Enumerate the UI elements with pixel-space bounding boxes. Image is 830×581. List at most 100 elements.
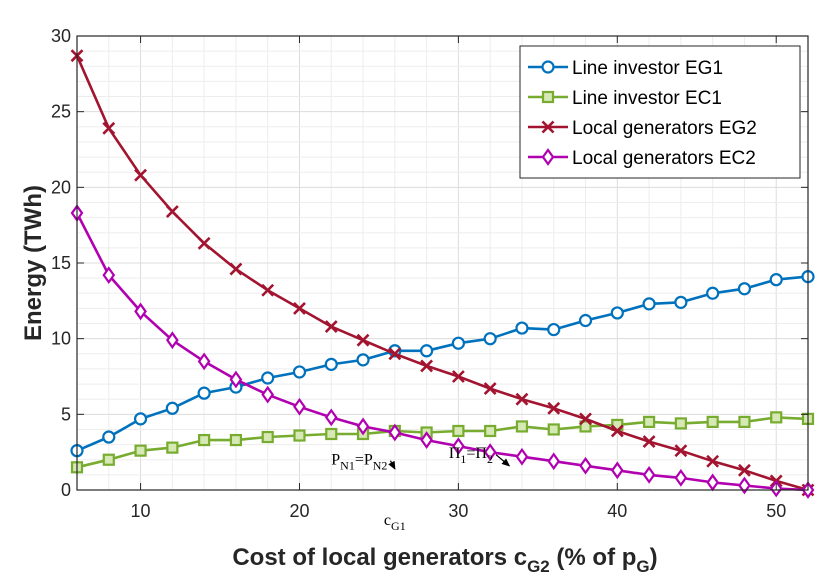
series-layer <box>70 49 815 499</box>
circle-marker <box>769 273 783 287</box>
square-marker <box>166 441 179 454</box>
legend: Line investor EG1 Line investor EC1 Local … <box>519 45 801 179</box>
x-axis-label-part: G <box>636 557 649 576</box>
circle-marker <box>515 321 529 335</box>
y-tick-label: 15 <box>51 253 71 273</box>
circle-marker <box>292 365 307 379</box>
annotation-part: =P <box>355 451 373 468</box>
circle-marker <box>578 313 593 328</box>
circle-marker <box>102 430 116 444</box>
circle-marker <box>547 322 561 337</box>
x-marker <box>738 463 751 477</box>
annotations: PN1=PN2 Π1=Π2 cG1 <box>331 445 511 533</box>
annotation-pi: Π1=Π2 <box>449 445 493 466</box>
x-tick-label: 50 <box>766 501 786 521</box>
x-marker <box>674 444 688 458</box>
legend-label: Line investor EG1 <box>572 58 723 79</box>
square-marker <box>325 427 338 441</box>
x-marker <box>706 454 720 468</box>
y-tick-label: 0 <box>61 480 71 500</box>
square-marker <box>706 415 719 428</box>
x-axis-label-part: Cost of local generators c <box>232 544 527 571</box>
legend-label: Local generators EC2 <box>572 148 756 169</box>
x-marker <box>229 262 243 276</box>
axis-ticks: 10 20 30 40 50 0 5 10 15 20 25 30 <box>51 26 808 521</box>
diamond-marker <box>642 465 656 484</box>
legend-entry-0: Line investor EG1 <box>528 58 723 79</box>
circle-marker <box>197 386 211 400</box>
y-tick-label: 25 <box>51 102 71 122</box>
circle-marker <box>541 60 555 74</box>
annotation-pn: PN1=PN2 <box>331 451 387 472</box>
series-3 <box>70 204 815 499</box>
x-tick-label: 20 <box>289 501 309 521</box>
y-tick-label: 20 <box>51 177 71 197</box>
square-marker <box>738 415 751 428</box>
y-tick-label: 5 <box>61 404 71 424</box>
diamond-marker <box>452 437 465 456</box>
circle-marker <box>706 286 720 300</box>
annotation-part: G1 <box>391 519 406 533</box>
x-axis-label-part: ) <box>650 544 658 571</box>
x-marker <box>483 382 497 396</box>
annotation-arrow <box>388 460 396 470</box>
annotation-part: c <box>384 512 391 529</box>
x-marker <box>515 392 529 406</box>
circle-marker <box>165 401 179 415</box>
square-marker <box>102 453 115 466</box>
y-tick-label: 30 <box>51 26 71 46</box>
diamond-marker <box>102 266 116 284</box>
x-marker <box>324 320 338 333</box>
diamond-marker <box>674 469 688 487</box>
square-marker <box>579 420 592 433</box>
x-axis-label-part: (% of p <box>550 544 637 571</box>
square-marker <box>547 423 560 436</box>
x-marker <box>547 401 561 415</box>
legend-entry-1: Line investor EC1 <box>528 88 722 109</box>
diamond-marker <box>738 476 751 495</box>
x-tick-label: 40 <box>607 501 627 521</box>
diamond-marker <box>483 443 497 462</box>
annotation-arrow <box>495 454 511 467</box>
circle-marker <box>420 344 434 358</box>
x-axis-label-part: G2 <box>527 557 550 576</box>
annotation-part: Π <box>449 445 461 462</box>
diamond-marker <box>229 370 243 389</box>
x-marker <box>134 168 147 182</box>
annotation-cg1: cG1 <box>384 512 406 533</box>
legend-label: Line investor EC1 <box>572 88 722 109</box>
diamond-marker <box>579 456 592 475</box>
grid-lines <box>76 35 809 491</box>
x-marker <box>197 236 211 250</box>
diamond-marker <box>197 352 211 371</box>
square-marker <box>642 415 656 428</box>
circle-marker <box>324 357 338 371</box>
x-marker <box>420 359 434 373</box>
square-marker <box>229 433 243 447</box>
circle-marker <box>356 353 370 367</box>
square-marker <box>261 430 274 444</box>
diamond-marker <box>541 148 555 166</box>
square-marker <box>293 429 306 442</box>
diamond-marker <box>420 431 433 449</box>
diamond-marker <box>261 385 275 404</box>
x-marker <box>261 283 275 297</box>
circle-marker <box>610 306 624 320</box>
square-marker <box>515 420 529 433</box>
x-tick-label: 30 <box>448 501 468 521</box>
legend-entry-3: Local generators EC2 <box>528 148 756 169</box>
x-marker <box>451 370 465 383</box>
legend-label: Local generators EG2 <box>572 118 757 139</box>
square-marker <box>198 433 211 447</box>
x-marker <box>356 333 370 347</box>
square-marker <box>541 90 555 104</box>
diamond-marker <box>165 331 179 350</box>
y-axis-label: Energy (TWh) <box>20 185 47 341</box>
x-marker <box>579 412 592 426</box>
diamond-marker <box>515 447 529 466</box>
y-tick-label: 10 <box>51 329 71 349</box>
diamond-marker <box>356 417 370 436</box>
x-marker <box>541 120 555 134</box>
x-tick-label: 10 <box>131 501 151 521</box>
